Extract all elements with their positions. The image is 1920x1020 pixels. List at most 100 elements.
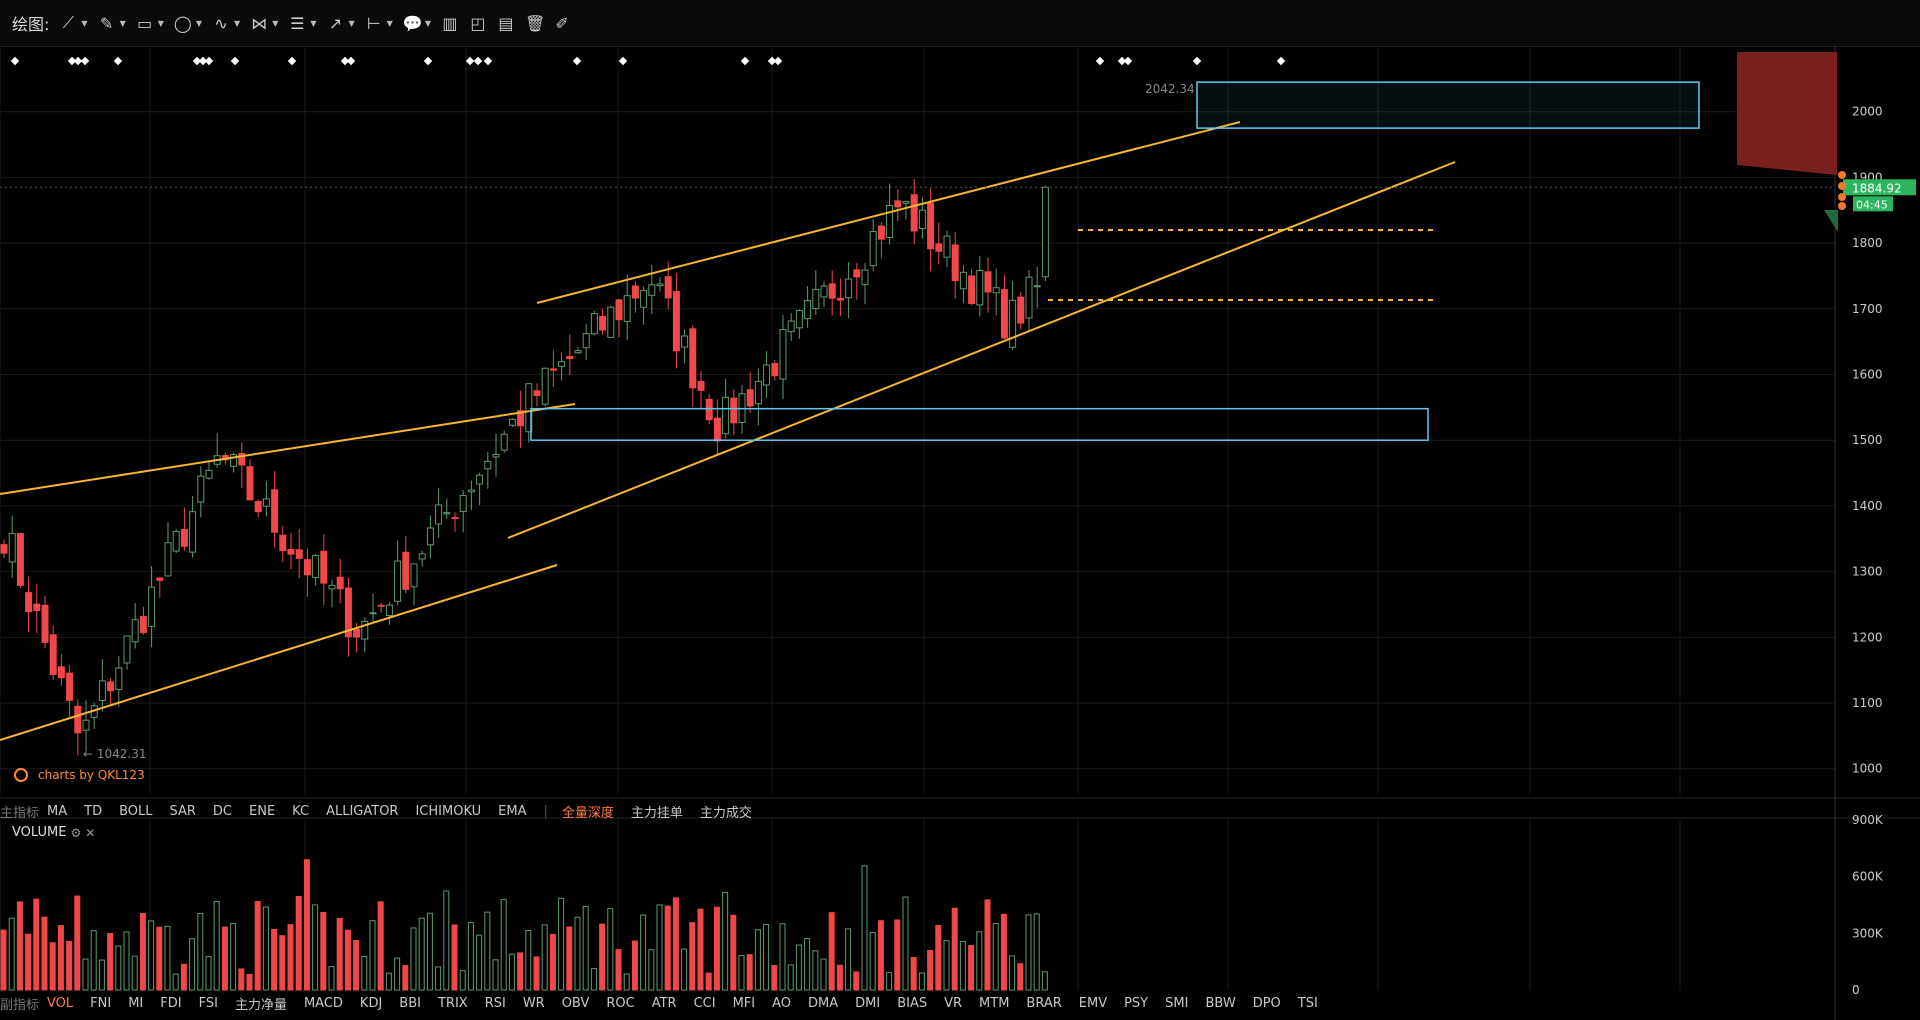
indicator-ene[interactable]: ENE	[249, 803, 276, 819]
indicator-extra-2[interactable]: 主力成交	[699, 805, 752, 821]
candle-body	[254, 501, 262, 513]
volume-bar	[697, 908, 704, 991]
candle-body	[385, 604, 393, 617]
indicator-kc[interactable]: KC	[292, 803, 310, 819]
indicator-trix[interactable]: TRIX	[437, 995, 468, 1011]
wave-tool-button[interactable]: ∿ ▼	[212, 14, 240, 33]
candle-body	[262, 498, 270, 507]
volume-bar	[590, 968, 597, 991]
candle-body	[590, 313, 598, 335]
chevron-down-icon[interactable]: ▼	[424, 18, 431, 28]
indicator-bbi[interactable]: BBI	[399, 995, 421, 1011]
indicator-brar[interactable]: BRAR	[1026, 995, 1062, 1011]
measure-tool-button[interactable]: ⊢ ▼	[365, 14, 393, 33]
chevron-down-icon[interactable]: ▼	[81, 18, 88, 28]
chevron-down-icon[interactable]: ▼	[272, 18, 279, 28]
brush-button[interactable]: ✐	[553, 14, 571, 33]
bar-chart-button[interactable]: ▥	[441, 14, 459, 33]
line-chart-button[interactable]: ◰	[469, 14, 487, 33]
indicator-smi[interactable]: SMI	[1165, 995, 1189, 1011]
indicator-mtm[interactable]: MTM	[979, 995, 1010, 1011]
event-marker-icon	[340, 56, 350, 66]
volume-bar	[344, 929, 351, 991]
indicator-ema[interactable]: EMA	[498, 803, 527, 819]
indicator-rsi[interactable]: RSI	[484, 995, 506, 1011]
indicator-dc[interactable]: DC	[212, 803, 233, 819]
volume-bar	[631, 940, 638, 991]
indicator-dmi[interactable]: DMI	[855, 995, 881, 1011]
indicator-extra-1[interactable]: 主力挂单	[630, 805, 683, 821]
indicator-vr[interactable]: VR	[944, 995, 963, 1011]
indicator-bias[interactable]: BIAS	[897, 995, 928, 1011]
comment-tool-button[interactable]: 💬 ▼	[403, 14, 431, 33]
trash-button[interactable]: 🗑	[525, 14, 545, 33]
volume-bar	[385, 972, 392, 991]
pen-tool-button[interactable]: ✎ ▼	[98, 14, 126, 33]
indicator-emv[interactable]: EMV	[1078, 995, 1108, 1011]
volume-bar	[435, 966, 442, 991]
indicator-mi[interactable]: MI	[128, 995, 144, 1011]
indicator-boll[interactable]: BOLL	[119, 803, 153, 819]
indicator-td[interactable]: TD	[84, 803, 103, 819]
volume-bar	[221, 926, 228, 991]
indicator-mfi[interactable]: MFI	[732, 995, 756, 1011]
chevron-down-icon[interactable]: ▼	[234, 18, 241, 28]
volume-title: VOLUME	[12, 825, 67, 840]
indicator-cci[interactable]: CCI	[693, 995, 716, 1011]
indicator-vol[interactable]: VOL	[47, 995, 74, 1011]
candle-body	[1017, 296, 1025, 324]
volume-bar	[763, 923, 770, 991]
settings-gear-icon[interactable]: ⚙	[70, 825, 82, 840]
indicator-roc[interactable]: ROC	[606, 995, 635, 1011]
volume-bar	[640, 914, 647, 991]
close-icon[interactable]: ✕	[85, 825, 96, 840]
chevron-down-icon[interactable]: ▼	[119, 18, 126, 28]
indicator-主力净量[interactable]: 主力净量	[234, 997, 287, 1013]
volume-bar	[0, 929, 7, 991]
chevron-down-icon[interactable]: ▼	[310, 18, 317, 28]
event-marker-icon	[423, 56, 433, 66]
indicator-fsi[interactable]: FSI	[198, 995, 218, 1011]
chevron-down-icon[interactable]: ▼	[157, 18, 164, 28]
fibonacci-tool-button[interactable]: ☰ ▼	[288, 14, 316, 33]
volume-bar	[951, 907, 958, 991]
chevron-down-icon[interactable]: ▼	[195, 18, 203, 28]
volume-bar	[492, 959, 499, 991]
indicator-macd[interactable]: MACD	[303, 995, 343, 1011]
arrow-tool-button[interactable]: ↗ ▼	[327, 14, 355, 33]
indicator-obv[interactable]: OBV	[561, 995, 590, 1011]
volume-bar	[287, 924, 294, 991]
indicator-kdj[interactable]: KDJ	[359, 995, 383, 1011]
candle-body	[303, 559, 311, 576]
indicator-bbw[interactable]: BBW	[1205, 995, 1236, 1011]
indicator-psy[interactable]: PSY	[1124, 995, 1149, 1011]
candle-body	[533, 390, 541, 396]
column-chart-button[interactable]: ▤	[497, 14, 515, 33]
indicator-ma[interactable]: MA	[47, 803, 68, 819]
chevron-down-icon[interactable]: ▼	[386, 18, 393, 28]
line-tool-button[interactable]: ⟋ ▼	[59, 13, 88, 33]
indicator-extra-0[interactable]: 全量深度	[561, 805, 614, 821]
indicator-atr[interactable]: ATR	[651, 995, 677, 1011]
indicator-ichimoku[interactable]: ICHIMOKU	[415, 803, 482, 819]
indicator-dma[interactable]: DMA	[808, 995, 839, 1011]
candle-body	[754, 380, 762, 405]
indicator-ao[interactable]: AO	[772, 995, 791, 1011]
indicator-fni[interactable]: FNI	[90, 995, 112, 1011]
indicator-dpo[interactable]: DPO	[1252, 995, 1281, 1011]
indicator-tsi[interactable]: TSI	[1297, 995, 1318, 1011]
indicator-wr[interactable]: WR	[522, 995, 545, 1011]
rectangle-tool-button[interactable]: ▭ ▼	[136, 14, 164, 33]
ellipse-tool-button[interactable]: ◯ ▼	[174, 14, 202, 33]
indicator-alligator[interactable]: ALLIGATOR	[326, 803, 399, 819]
volume-bar	[500, 899, 507, 991]
indicator-fdi[interactable]: FDI	[160, 995, 182, 1011]
candle-body	[484, 460, 492, 470]
pattern-tool-button[interactable]: ⋈ ▼	[250, 14, 278, 33]
price-tick-label: 1100	[1852, 696, 1883, 710]
indicator-sar[interactable]: SAR	[169, 803, 196, 819]
chevron-down-icon[interactable]: ▼	[348, 18, 355, 28]
volume-bar	[82, 958, 89, 991]
price-tick-label: 1600	[1852, 368, 1883, 382]
